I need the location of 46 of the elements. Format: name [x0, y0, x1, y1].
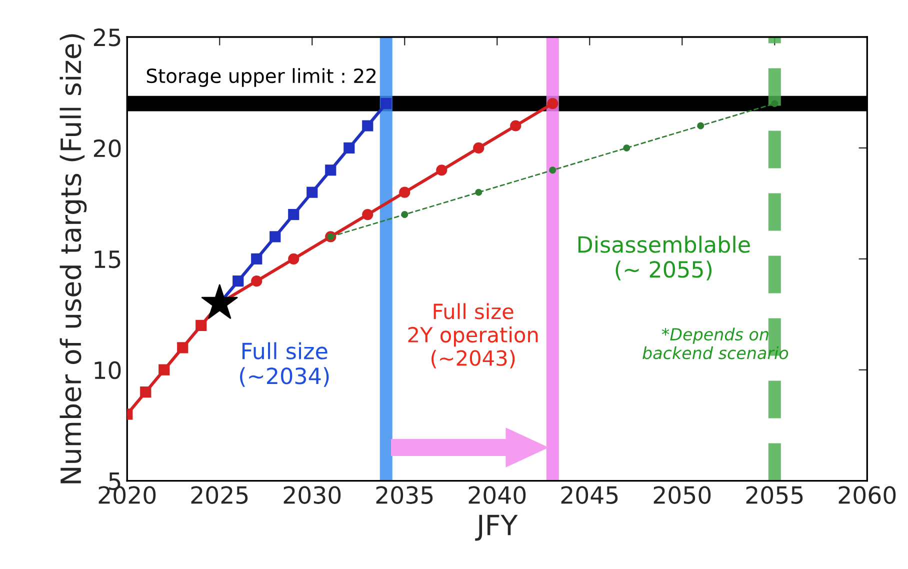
point	[547, 98, 558, 110]
point	[288, 208, 300, 220]
x-tick-label: 2055	[746, 486, 803, 504]
x-tick-label: 2060	[838, 486, 896, 504]
point	[697, 122, 704, 130]
y-axis-title: Number of used targts (Full size)	[60, 34, 87, 484]
point	[399, 186, 410, 198]
ref-line-label: Full size 2Y operation (~2043)	[408, 303, 538, 368]
point	[288, 253, 300, 264]
point	[510, 120, 522, 132]
point	[771, 100, 778, 108]
ref-line-label: Full size (~2034)	[240, 342, 329, 387]
annotation: *Depends on backend scenario	[642, 328, 788, 360]
point	[362, 208, 374, 220]
x-tick-label: 2045	[561, 486, 618, 504]
y-tick-label: 20	[94, 139, 121, 158]
y-tick-label: 15	[94, 250, 120, 268]
point	[140, 386, 152, 398]
point	[251, 276, 262, 287]
y-tick-label: 10	[94, 361, 121, 380]
ref-line-label: Storage upper limit : 22	[146, 68, 376, 87]
x-tick-label: 2040	[468, 486, 526, 504]
point	[177, 342, 188, 354]
point	[362, 120, 374, 132]
point	[251, 253, 262, 264]
ref-line-label: Disassemblable (~ 2055)	[578, 236, 750, 280]
x-tick-label: 2035	[376, 486, 433, 504]
point	[158, 364, 170, 376]
point	[196, 320, 207, 332]
point	[401, 211, 408, 218]
point	[623, 144, 630, 152]
y-tick-label: 25	[94, 28, 120, 46]
point	[473, 142, 484, 154]
point	[270, 231, 281, 242]
point	[306, 186, 318, 198]
point	[380, 98, 392, 110]
point	[325, 164, 336, 176]
point	[344, 142, 355, 154]
point	[475, 188, 482, 196]
point	[436, 164, 448, 176]
x-axis-title: JFY	[475, 514, 518, 541]
x-tick-label: 2030	[284, 486, 341, 504]
point	[232, 276, 244, 287]
x-tick-label: 2050	[654, 486, 711, 504]
point	[549, 166, 556, 174]
x-tick-label: 2025	[191, 486, 248, 504]
